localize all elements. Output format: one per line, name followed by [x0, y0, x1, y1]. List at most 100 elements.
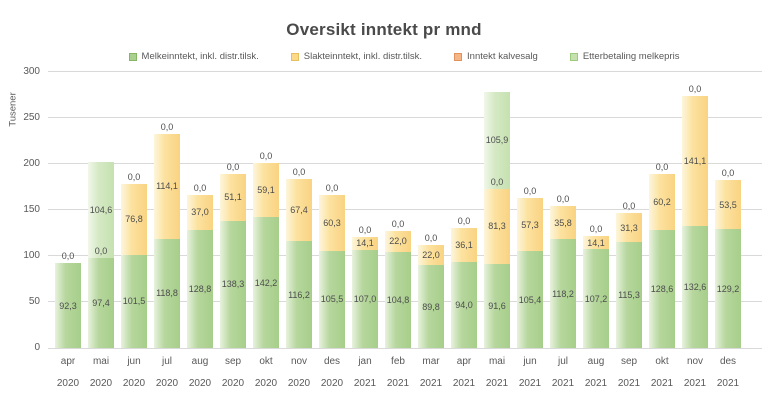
bar-segment-etter-mai-2021 [484, 91, 510, 189]
bar-segment-melk-jun-2021 [517, 251, 543, 348]
zero-label-jun-2020: 0,0 [127, 171, 141, 182]
bar-segment-slakt-jun-2021 [517, 198, 543, 252]
bar-segment-slakt-mar-2021 [418, 245, 444, 266]
zero-label-aug-2020: 0,0 [193, 183, 207, 194]
value-label-slakt-des-2020: 60,3 [323, 218, 341, 229]
y-axis-tick-50: 50 [28, 296, 40, 307]
bar-segment-melk-jan-2021 [352, 249, 378, 348]
value-label-melk-sep-2021: 115,3 [618, 289, 640, 300]
value-label-etter-mai-2020: 104,6 [89, 205, 113, 216]
zero-label-feb-2021: 0,0 [391, 219, 405, 230]
x-axis-month-jun-2021: jun [523, 356, 537, 367]
bar-segment-etter-mai-2020 [88, 162, 114, 259]
y-axis-tick-300: 300 [23, 66, 40, 77]
x-axis-year-apr-2021: 2021 [452, 378, 476, 389]
x-axis-year-nov-2020: 2020 [287, 378, 311, 389]
x-axis-month-apr-2020: apr [60, 356, 76, 367]
x-axis-year-okt-2020: 2020 [254, 378, 278, 389]
x-axis-year-jul-2021: 2021 [551, 378, 575, 389]
bar-segment-melk-nov-2021 [682, 226, 708, 348]
zero-label-apr-2020: 0,0 [61, 251, 75, 262]
value-label-melk-mar-2021: 89,8 [422, 301, 440, 312]
value-label-melk-aug-2020: 128,8 [188, 283, 212, 294]
zero-label-des-2021: 0,0 [721, 167, 735, 178]
x-axis-month-nov-2020: nov [290, 356, 308, 367]
x-axis-year-apr-2020: 2020 [56, 378, 80, 389]
gridline-300 [48, 71, 762, 72]
zero-label-jul-2020: 0,0 [160, 121, 174, 132]
bar-segment-melk-okt-2021 [649, 229, 675, 348]
x-axis-year-mai-2021: 2021 [485, 378, 509, 389]
zero-label-okt-2020: 0,0 [259, 150, 273, 161]
value-label-melk-okt-2021: 128,6 [650, 283, 674, 294]
x-axis-month-jun-2020: jun [127, 356, 141, 367]
gridline-200 [48, 163, 762, 164]
bar-segment-slakt-jul-2020 [154, 133, 180, 239]
bar-segment-slakt-des-2021 [715, 179, 741, 230]
bar-segment-melk-aug-2020 [187, 229, 213, 348]
value-label-melk-jun-2021: 105,4 [518, 294, 542, 305]
x-axis-year-jun-2020: 2020 [122, 378, 146, 389]
x-axis-month-des-2020: des [323, 356, 341, 367]
bar-segment-slakt-aug-2021 [583, 236, 609, 250]
x-axis-year-feb-2021: 2021 [386, 378, 410, 389]
value-label-slakt-sep-2020: 51,1 [224, 192, 242, 203]
value-label-slakt-jul-2021: 35,8 [554, 217, 572, 228]
x-axis-month-jul-2021: jul [557, 356, 568, 367]
x-axis-month-mai-2021: mai [488, 356, 506, 367]
x-axis-month-aug-2021: aug [587, 356, 605, 367]
legend-swatch-kalv-icon [454, 52, 463, 61]
value-label-slakt-des-2021: 53,5 [719, 199, 737, 210]
x-axis-month-mar-2021: mar [422, 356, 440, 367]
y-axis-tick-200: 200 [23, 158, 40, 169]
legend-item-etter: Etterbetaling melkepris [569, 51, 679, 62]
zero-label-apr-2021: 0,0 [457, 216, 471, 227]
value-label-slakt-nov-2021: 141,1 [683, 156, 707, 167]
x-axis-year-des-2021: 2021 [716, 378, 740, 389]
value-label-melk-jun-2020: 101,5 [122, 296, 146, 307]
value-label-slakt-aug-2021: 14,1 [587, 237, 605, 248]
bar-segment-slakt-okt-2021 [649, 174, 675, 230]
legend-item-slakt: Slakteinntekt, inkl. distr.tilsk. [290, 51, 423, 62]
bar-segment-slakt-nov-2021 [682, 96, 708, 227]
zero-label-des-2020: 0,0 [325, 183, 339, 194]
x-axis-month-okt-2020: okt [259, 356, 273, 367]
value-label-slakt-nov-2020: 67,4 [290, 205, 308, 216]
x-axis-year-sep-2021: 2021 [617, 378, 641, 389]
value-label-slakt-jun-2021: 57,3 [521, 219, 539, 230]
value-label-melk-aug-2021: 107,2 [584, 293, 608, 304]
zero-label-jan-2021: 0,0 [358, 224, 372, 235]
bar-segment-melk-des-2021 [715, 229, 741, 348]
value-label-melk-nov-2021: 132,6 [683, 282, 707, 293]
legend-label-slakt: Slakteinntekt, inkl. distr.tilsk. [303, 51, 423, 62]
bar-segment-melk-mai-2021 [484, 263, 510, 348]
x-axis-month-mai-2020: mai [92, 356, 110, 367]
value-label-slakt-mar-2021: 22,0 [422, 250, 440, 261]
zero-label-okt-2021: 0,0 [655, 162, 669, 173]
value-label-slakt-aug-2020: 37,0 [191, 207, 209, 218]
value-label-slakt-jun-2020: 76,8 [125, 214, 143, 225]
value-label-melk-okt-2020: 142,2 [254, 277, 278, 288]
y-axis-tick-100: 100 [23, 250, 40, 261]
bar-segment-slakt-sep-2021 [616, 213, 642, 242]
zero-label-mai-2021: 0,0 [490, 176, 504, 187]
x-axis-year-nov-2021: 2021 [683, 378, 707, 389]
legend-label-kalv: Inntekt kalvesalg [467, 51, 538, 62]
bar-segment-melk-jul-2020 [154, 238, 180, 348]
x-axis-month-sep-2021: sep [620, 356, 638, 367]
x-axis-month-apr-2021: apr [456, 356, 472, 367]
plot-area: 92,3 0,0 97,4 104,6 0,0 101,5 76,8 0,0 118,8 114,… [48, 71, 762, 349]
zero-label-nov-2020: 0,0 [292, 167, 306, 178]
bar-segment-melk-mar-2021 [418, 265, 444, 348]
x-axis-year-mar-2021: 2021 [419, 378, 443, 389]
bar-segment-melk-feb-2021 [385, 251, 411, 348]
gridline-250 [48, 117, 762, 118]
value-label-melk-sep-2020: 138,3 [221, 279, 245, 290]
x-axis-month-jan-2021: jan [358, 356, 372, 367]
y-axis-tick-150: 150 [23, 204, 40, 215]
bar-segment-slakt-jul-2021 [550, 206, 576, 240]
x-axis-month-des-2021: des [719, 356, 737, 367]
x-axis-month-sep-2020: sep [224, 356, 242, 367]
zero-label-nov-2021: 0,0 [688, 84, 702, 95]
bar-segment-slakt-sep-2020 [220, 173, 246, 221]
